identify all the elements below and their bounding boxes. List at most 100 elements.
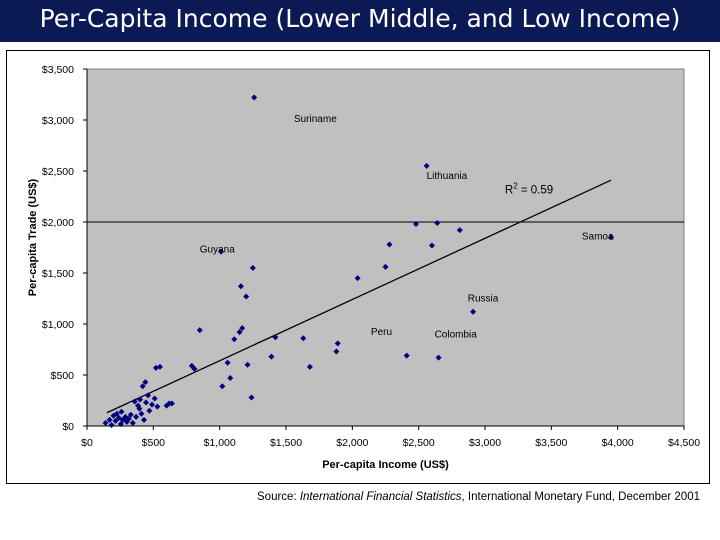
data-point [333, 348, 340, 355]
data-point [136, 405, 143, 412]
data-point [227, 375, 234, 382]
data-point [112, 417, 119, 424]
data-point [137, 396, 144, 403]
data-point [139, 383, 146, 390]
data-point [268, 353, 275, 360]
data-point [145, 392, 152, 399]
data-point [300, 335, 307, 342]
data-point [334, 340, 341, 347]
data-point [386, 241, 393, 248]
data-points [102, 94, 615, 428]
data-point [131, 398, 138, 405]
data-point [306, 363, 313, 370]
x-tick-label: $1,000 [204, 437, 236, 449]
data-point [113, 410, 120, 417]
data-point [117, 420, 124, 427]
data-point [382, 263, 389, 270]
x-axis-label: Per-capita Income (US$) [322, 459, 449, 471]
annotation-label: Suriname [294, 114, 337, 125]
x-tick-label: $4,500 [668, 437, 700, 449]
data-point [224, 359, 231, 366]
x-tick-label: $3,000 [469, 437, 501, 449]
data-point [108, 421, 115, 428]
y-tick-label: $2,000 [42, 217, 74, 229]
y-tick-label: $3,000 [42, 115, 74, 127]
data-point [428, 242, 435, 249]
data-point [470, 308, 477, 315]
y-tick-label: $500 [51, 370, 75, 382]
r-squared-value: = 0.59 [518, 184, 554, 196]
data-point [138, 410, 145, 417]
y-tick-label: $0 [62, 421, 74, 433]
data-point [272, 334, 279, 341]
data-point [403, 352, 410, 359]
data-point [608, 234, 615, 241]
data-point [156, 363, 163, 370]
data-point [115, 414, 122, 421]
data-point [154, 403, 161, 410]
annotation-label: Guyana [200, 245, 235, 256]
r-squared-r: R [505, 184, 513, 196]
axes: $0 $500 $1,000 $1,500 $2,000 $2,500 $3,000 $3,5… [42, 64, 700, 449]
annotation-label: Colombia [435, 329, 478, 340]
annotations: Suriname Lithuania Samoa Guyana Russia Peru Co… [200, 114, 614, 340]
x-tick-label: $4,000 [602, 437, 634, 449]
data-point [142, 379, 149, 386]
trendline [106, 179, 612, 414]
x-tick-label: $3,500 [535, 437, 567, 449]
y-axis-label: Per-capita Trade (US$) [27, 178, 39, 296]
annotation-label: Samoa [582, 231, 614, 242]
source-note: Source: International Financial Statisti… [0, 491, 700, 503]
data-point [456, 227, 463, 234]
data-point [413, 221, 420, 228]
data-point [248, 394, 255, 401]
annotation-label: Russia [468, 294, 499, 305]
data-point [141, 416, 148, 423]
x-tick-label: $500 [142, 437, 166, 449]
data-point [127, 411, 134, 418]
data-point [249, 264, 256, 271]
data-point [435, 354, 442, 361]
data-point [146, 407, 153, 414]
data-point [244, 361, 251, 368]
data-point [143, 399, 150, 406]
annotation-label: Lithuania [427, 171, 468, 182]
data-point [149, 401, 156, 408]
data-point [434, 220, 441, 227]
y-tick-label: $2,500 [42, 166, 74, 178]
data-point [243, 293, 250, 300]
data-point [133, 413, 140, 420]
source-prefix: Source: [257, 491, 300, 503]
slide-title: Per-Capita Income (Lower Middle, and Low… [39, 4, 681, 33]
x-tick-label: $1,500 [270, 437, 302, 449]
source-publication: International Financial Statistics [299, 491, 462, 503]
data-point [102, 419, 109, 426]
y-tick-label: $3,500 [42, 64, 74, 76]
source-suffix: , International Monetary Fund, December … [461, 491, 700, 503]
x-tick-label: $2,000 [336, 437, 368, 449]
plot-area [86, 68, 685, 427]
r-squared-sup: 2 [513, 181, 518, 190]
data-point [239, 325, 246, 332]
data-point [251, 94, 258, 101]
data-point [106, 416, 113, 423]
data-point [354, 275, 361, 282]
y-tick-label: $1,000 [42, 319, 74, 331]
data-point [217, 248, 224, 255]
data-point [219, 383, 226, 390]
data-point [236, 329, 243, 336]
data-point [151, 395, 158, 402]
annotation-label: Peru [371, 327, 392, 338]
title-bar: Per-Capita Income (Lower Middle, and Low… [0, 0, 720, 42]
x-tick-label: $0 [81, 437, 93, 449]
data-point [118, 408, 125, 415]
data-point [191, 365, 198, 372]
data-point [196, 327, 203, 334]
y-tick-label: $1,500 [42, 268, 74, 280]
x-tick-label: $2,500 [403, 437, 435, 449]
data-point [129, 419, 136, 426]
data-point [423, 162, 430, 169]
data-point [125, 415, 132, 422]
data-point [231, 336, 238, 343]
